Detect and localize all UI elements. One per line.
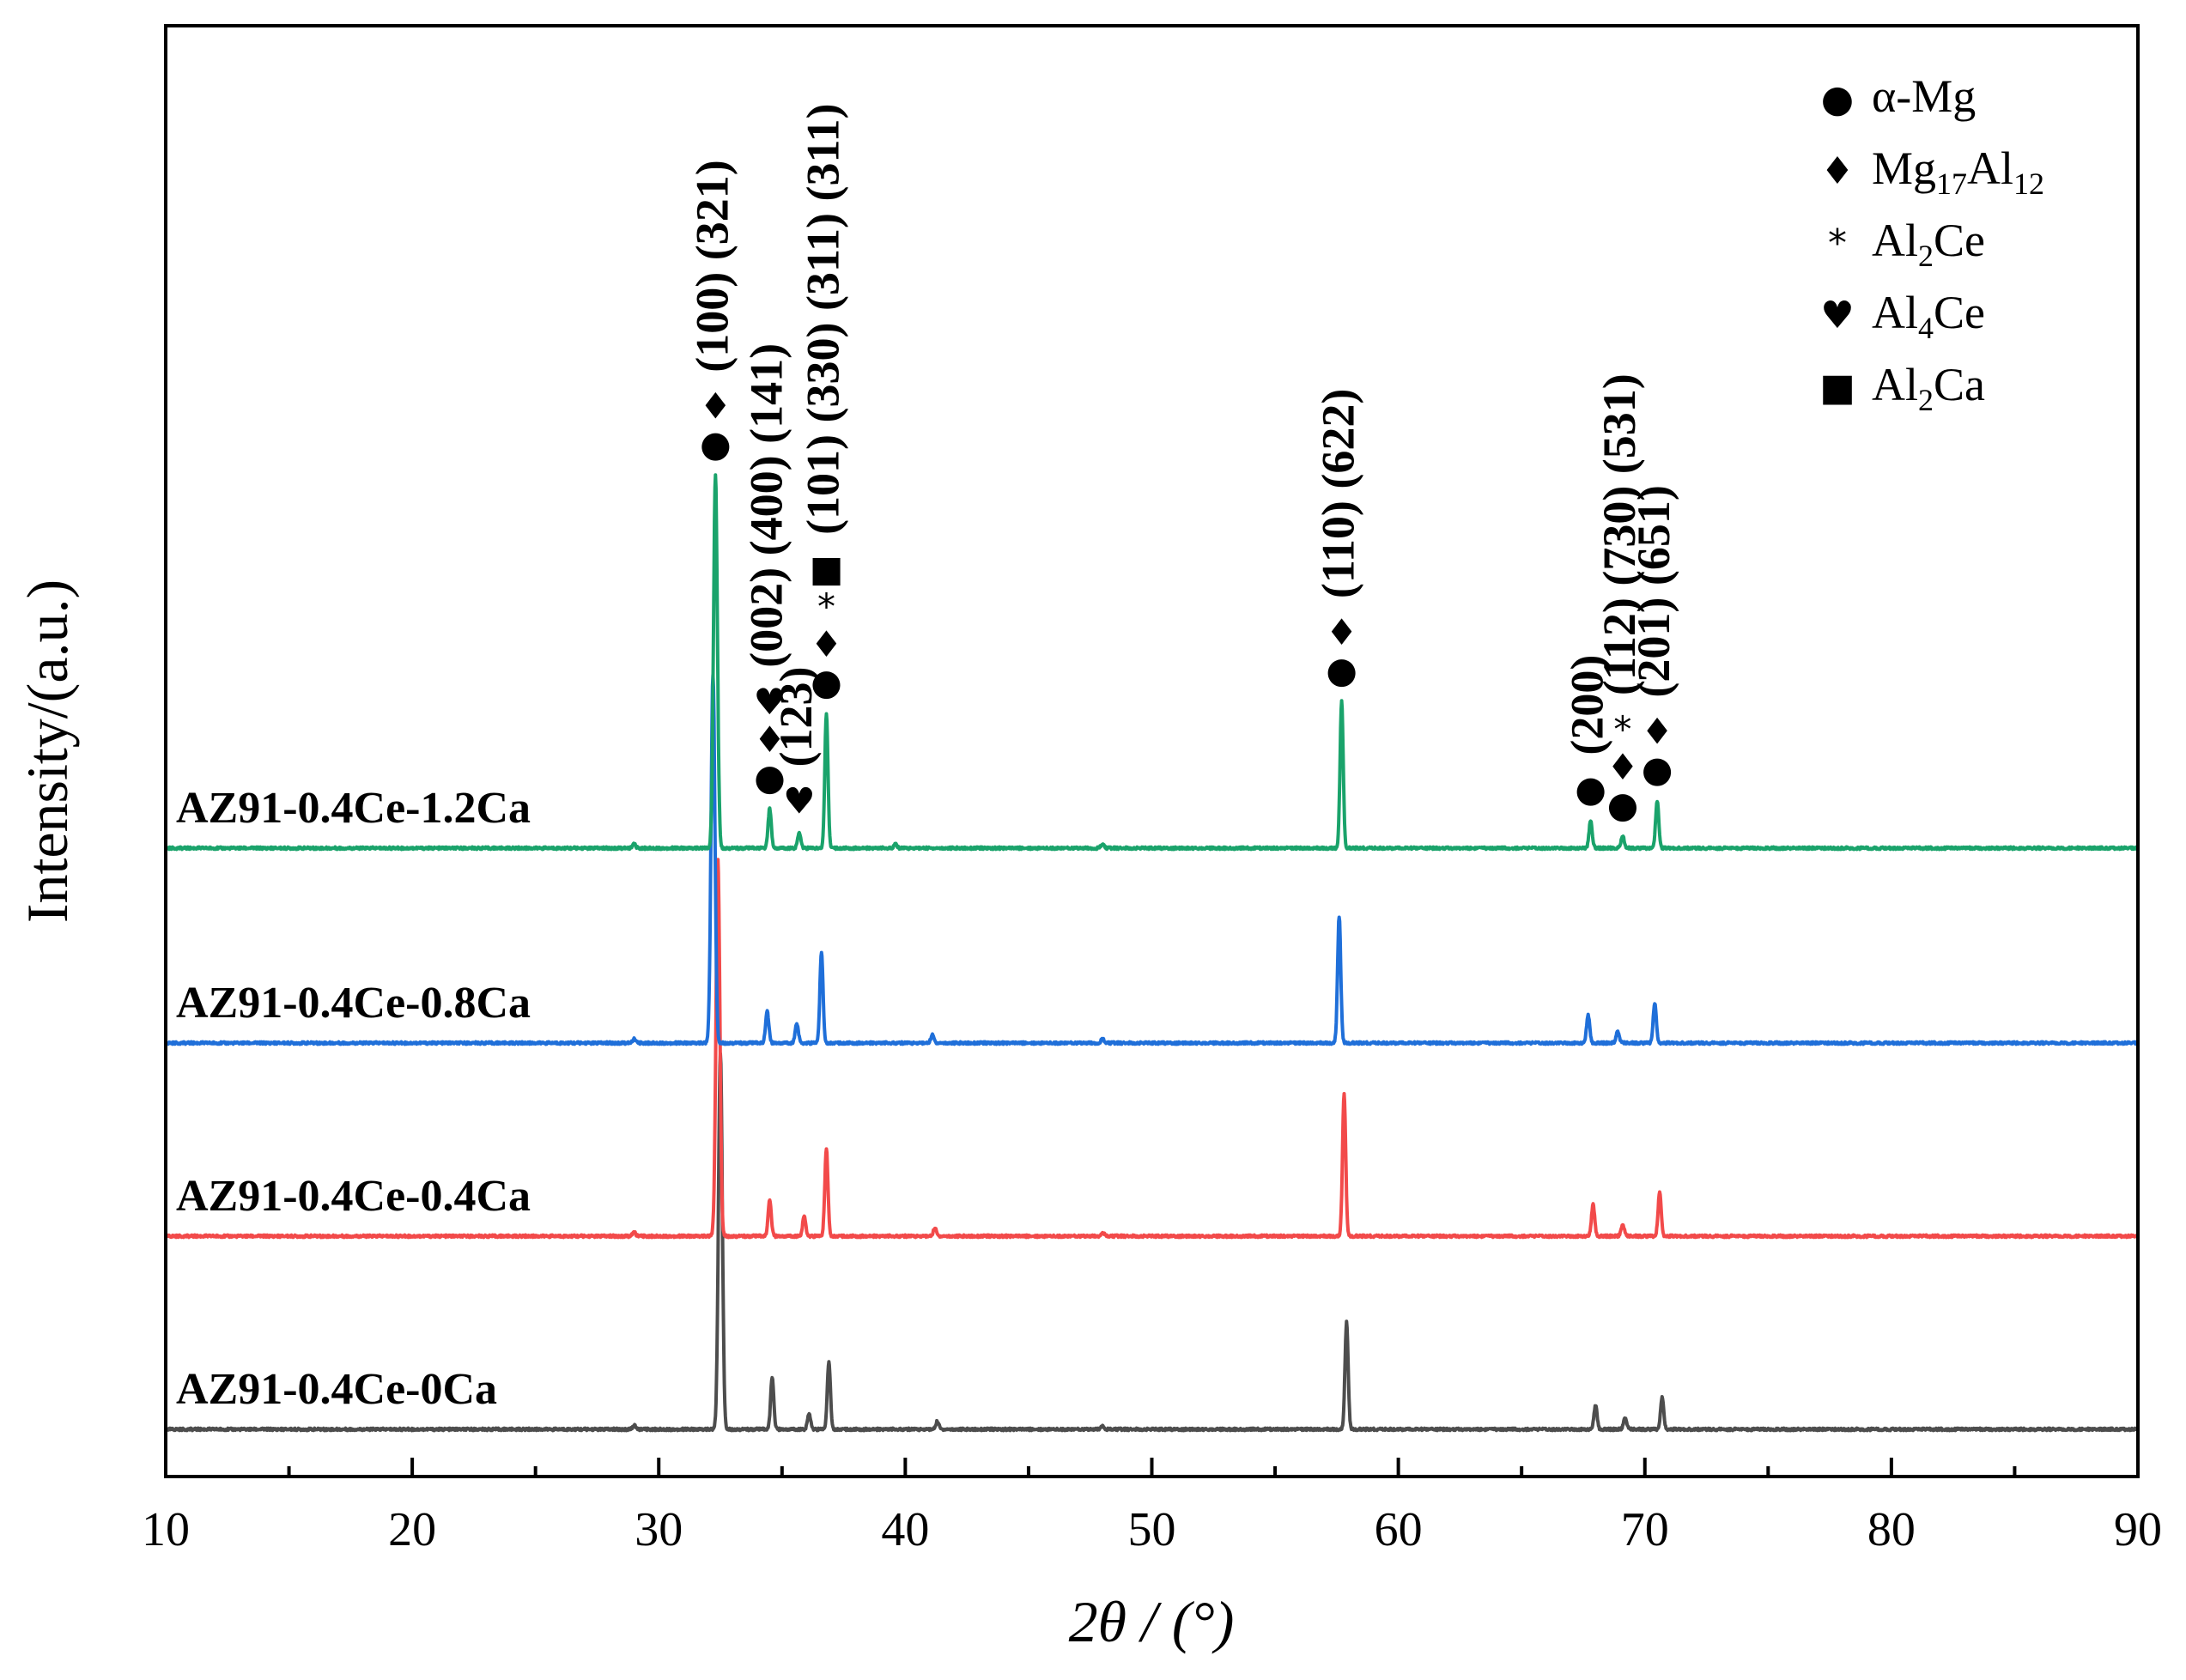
x-tick-label: 20 <box>388 1503 436 1556</box>
peak-symbol: ■ <box>810 548 844 590</box>
peak-symbol: ♥ <box>783 780 816 822</box>
series-layer: AZ91-0.4Ce-0Ca AZ91-0.4Ce-0.4Ca AZ91-0.4Ce… <box>164 473 2140 1433</box>
legend-label: α-Mg <box>1872 70 1976 122</box>
legend-symbol-asterisk: * <box>1828 221 1847 265</box>
legend-symbol-heart: ♥ <box>1820 294 1854 337</box>
x-tick-label: 40 <box>881 1503 929 1556</box>
series-label-0: AZ91-0.4Ce-0Ca <box>176 1365 497 1414</box>
peak-symbol: ● <box>1326 649 1357 691</box>
x-tick-label: 90 <box>2114 1503 2162 1556</box>
peak-symbol: * <box>817 585 835 628</box>
peak-symbol: ● <box>811 661 842 703</box>
legend-symbol-square: ■ <box>1819 366 1855 409</box>
hkl-label-0: (100) (321) <box>686 160 738 372</box>
hkl-label-1: (002) (400) (141) <box>740 343 792 668</box>
peak-symbol: ● <box>1607 784 1639 826</box>
peak-symbol: ♦ <box>754 719 786 761</box>
x-tick-label: 30 <box>635 1503 683 1556</box>
peak-symbol: ♦ <box>1641 711 1673 753</box>
peak-symbol: ● <box>754 756 786 798</box>
series-line-3 <box>164 473 2140 852</box>
legend-label: Al4Ce <box>1872 287 1985 345</box>
series-label-1: AZ91-0.4Ce-0.4Ca <box>176 1172 531 1221</box>
legend-symbol-circle: ● <box>1821 77 1854 121</box>
peak-symbol: ♦ <box>811 623 843 665</box>
legend-label: Al2Ce <box>1872 215 1985 273</box>
series-line-0 <box>164 1052 2140 1433</box>
x-tick-label: 50 <box>1128 1503 1176 1556</box>
legend-label: Mg17Al12 <box>1872 143 2044 201</box>
peak-symbol: ♦ <box>699 385 732 428</box>
peak-symbol: ♦ <box>1326 611 1358 653</box>
tick-layer: 10 20 30 40 50 60 70 80 90 <box>142 1458 2162 1556</box>
x-tick-label: 10 <box>142 1503 190 1556</box>
legend-label: Al2Ca <box>1872 359 1985 417</box>
peak-symbol: ♥ <box>754 681 786 723</box>
hkl-label-2: (123) <box>770 667 822 767</box>
annotation-layer: ●♦(100) (321)●♦♥(002) (400) (141)♥(123)●… <box>686 104 1679 827</box>
series-line-1 <box>164 858 2140 1240</box>
peak-symbol: ● <box>700 423 732 465</box>
x-tick-label: 70 <box>1621 1503 1669 1556</box>
series-label-3: AZ91-0.4Ce-1.2Ca <box>176 784 531 833</box>
peak-symbol: ● <box>1642 749 1673 791</box>
x-tick-label: 80 <box>1867 1503 1916 1556</box>
series-line-2 <box>164 673 2140 1046</box>
y-axis-title: Intensity/(a.u.) <box>15 579 80 923</box>
peak-symbol: ♦ <box>1606 746 1639 788</box>
legend: ● α-Mg ♦ Mg17Al12 * Al2Ce ♥ Al4Ce ■ Al2Ca <box>1819 70 2044 417</box>
x-axis-title: 2θ / (°) <box>1069 1589 1235 1654</box>
x-tick-label: 60 <box>1375 1503 1423 1556</box>
series-label-2: AZ91-0.4Ce-0.8Ca <box>176 979 531 1028</box>
legend-symbol-diamond: ♦ <box>1820 149 1854 193</box>
peak-symbol: ● <box>1575 768 1606 810</box>
hkl-label-4: (110) (622) <box>1313 389 1364 598</box>
hkl-label-7: (201) (651) <box>1628 485 1679 697</box>
hkl-label-3: (101) (330) (311) (311) <box>797 104 848 535</box>
peak-symbol: * <box>1613 708 1631 750</box>
hkl-label-6: (112) (730) (531) <box>1594 373 1645 695</box>
hkl-label-5: (200) <box>1562 655 1613 755</box>
